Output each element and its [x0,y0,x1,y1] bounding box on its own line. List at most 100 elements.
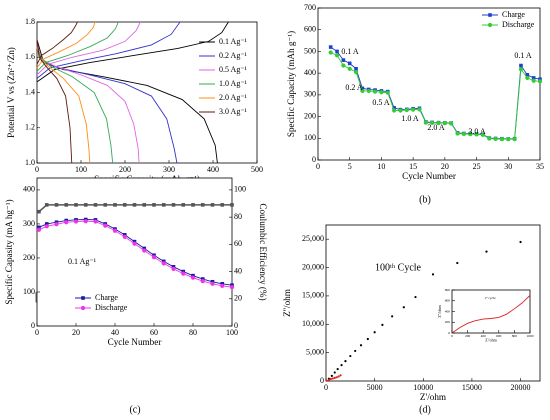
marker [531,78,536,83]
marker [93,203,98,207]
x-tick-label: 10 [377,162,385,171]
series-line [36,21,78,164]
annotation: 0.1 A [514,51,532,60]
y2-tick-label: 0 [234,321,238,330]
marker [151,255,157,260]
annotation: 0.1 Ag⁻¹ [68,257,97,266]
x-tick-label: 0 [35,328,39,337]
marker [430,120,435,125]
marker [181,203,186,207]
legend-marker [487,22,493,28]
panel-label: (d) [419,404,431,415]
y2-tick-label: 100 [234,185,246,194]
point [327,378,331,381]
marker [518,67,524,72]
y-tick-label: 10,000 [302,319,324,328]
y-tick-label: 200 [23,253,35,262]
legend-label: 0.2 Ag⁻¹ [219,51,248,60]
panel-label: (b) [419,194,431,205]
marker [142,203,147,207]
y2-tick-label: 60 [234,239,242,248]
point [331,377,334,380]
marker [512,137,517,142]
marker [474,132,479,137]
x-tick-label: 400 [481,334,487,338]
annotation: 2.0 A [427,123,445,132]
marker [537,79,543,84]
x-axis-label: Z'/ohm [420,392,446,402]
y-tick-label: 100 [23,287,35,296]
marker [113,203,117,207]
series-line [451,295,531,334]
marker [531,76,536,80]
point [519,240,522,244]
point [391,315,394,318]
marker [480,132,486,137]
x-axis-label: Z'/ohm [485,337,497,342]
marker [112,228,118,233]
marker [210,203,215,207]
marker [83,203,88,207]
point [339,374,342,377]
y-axis-label: Z''/ohm [437,305,442,318]
marker [468,132,473,137]
marker [36,227,42,232]
y-tick-label: 1.2 [25,123,35,132]
annotation: 1.0 A [401,114,419,123]
legend-label: Charge [502,10,525,19]
marker [341,63,346,68]
y-tick-label: 25,000 [302,234,324,243]
marker [347,66,352,71]
x-tick-label: 0 [324,383,328,392]
x-tick-label: 20 [441,162,449,171]
annotation: 0.2 A [345,83,363,92]
y-tick-label: 20,000 [302,262,324,271]
point [333,371,336,374]
y-tick-label: 0 [312,155,316,164]
x-tick-label: 30 [504,162,512,171]
x-tick-label: 40 [111,328,119,337]
marker [538,77,542,82]
marker [54,203,59,207]
x-tick-label: 0 [316,162,320,171]
y-axis-label: Z''/ohm [282,289,292,317]
series-line [330,52,541,140]
marker [423,120,428,125]
y2-tick-label: 40 [234,266,242,275]
marker [379,90,384,95]
marker [37,209,41,214]
marker [122,234,127,239]
marker [230,203,234,207]
marker [417,107,422,112]
marker [411,107,416,112]
point [329,377,332,381]
marker [353,69,359,75]
x-tick-label: 35 [536,162,544,171]
x-tick-label: 200 [119,165,131,174]
plot-frame [36,177,233,327]
y-tick-label: 1.6 [25,52,35,61]
marker [103,223,108,228]
x-tick-label: 5000 [367,383,383,392]
x-tick-label: 20000 [511,383,531,392]
point [337,375,340,378]
marker [220,283,225,288]
y-tick-label: 100 [304,133,316,142]
marker [64,220,69,225]
legend-label: Discharge [95,303,128,312]
marker [455,131,460,136]
marker [499,137,505,142]
legend-label: Charge [95,293,118,302]
y2-tick-label: 20 [234,294,242,303]
y-tick-label: 400 [23,185,35,194]
marker [152,203,156,207]
y-tick-label: 5,000 [306,347,324,356]
marker [506,137,511,142]
marker [525,73,530,77]
point [330,374,333,377]
y-tick-label: 300 [23,219,35,228]
point [373,331,376,334]
x-tick-label: 5 [348,162,352,171]
y-tick-label: 200 [304,111,316,120]
plot-frame [36,21,258,164]
